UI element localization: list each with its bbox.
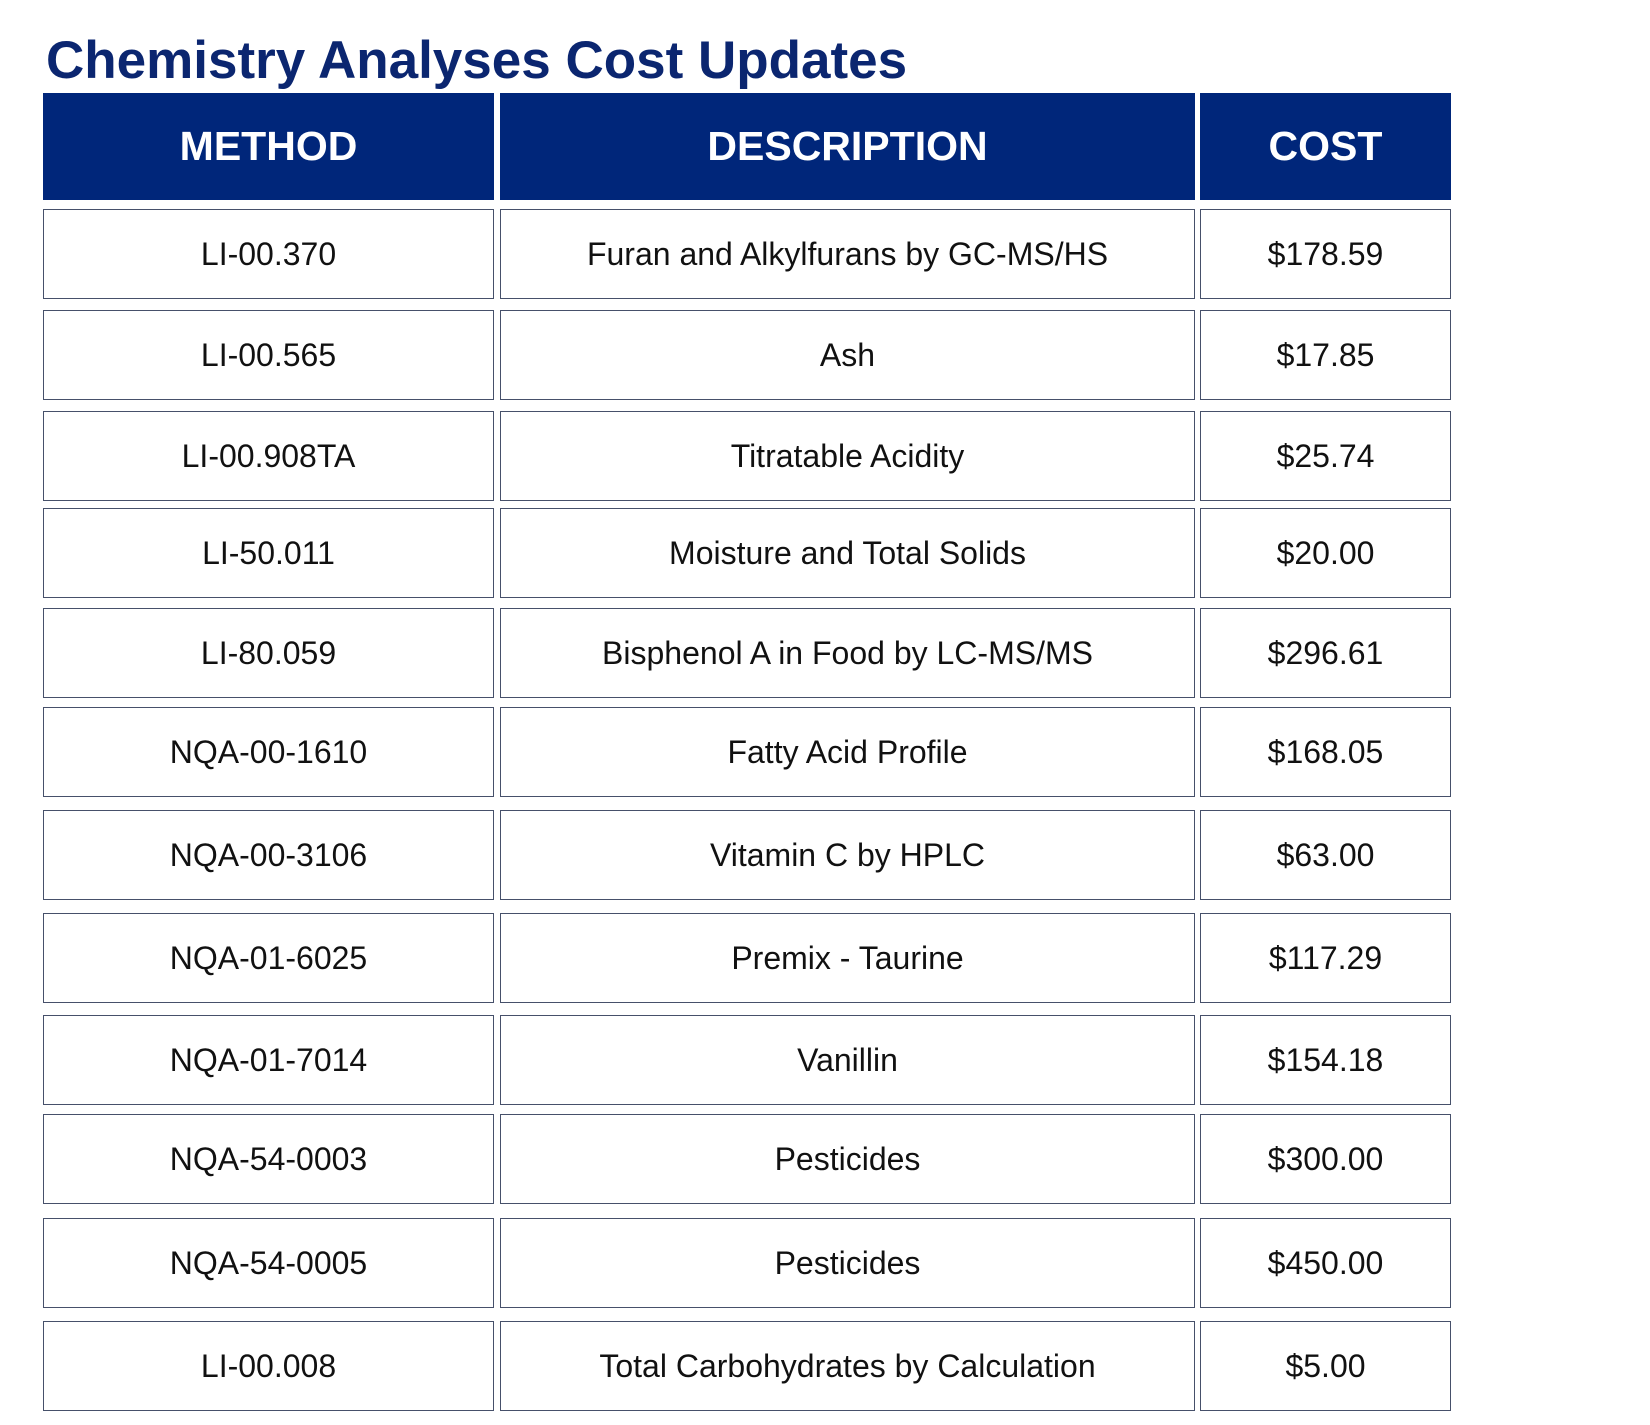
method-cell: NQA-00-3106 [43, 810, 494, 900]
description-cell: Fatty Acid Profile [500, 707, 1195, 797]
cost-cell: $168.05 [1200, 707, 1451, 797]
cost-cell: $117.29 [1200, 913, 1451, 1003]
method-cell: LI-50.011 [43, 508, 494, 598]
description-cell: Vitamin C by HPLC [500, 810, 1195, 900]
cost-cell: $296.61 [1200, 608, 1451, 698]
cost-cell: $450.00 [1200, 1218, 1451, 1308]
method-cell: LI-80.059 [43, 608, 494, 698]
description-cell: Vanillin [500, 1015, 1195, 1105]
cost-cell: $63.00 [1200, 810, 1451, 900]
description-cell: Bisphenol A in Food by LC-MS/MS [500, 608, 1195, 698]
method-cell: NQA-00-1610 [43, 707, 494, 797]
cost-cell: $20.00 [1200, 508, 1451, 598]
method-cell: LI-00.008 [43, 1321, 494, 1411]
method-cell: NQA-01-7014 [43, 1015, 494, 1105]
cost-cell: $300.00 [1200, 1114, 1451, 1204]
description-cell: Pesticides [500, 1218, 1195, 1308]
column-header-cost: COST [1200, 93, 1451, 200]
column-header-method: METHOD [43, 93, 494, 200]
description-cell: Titratable Acidity [500, 411, 1195, 501]
column-header-description: DESCRIPTION [500, 93, 1195, 200]
method-cell: NQA-54-0003 [43, 1114, 494, 1204]
description-cell: Pesticides [500, 1114, 1195, 1204]
description-cell: Total Carbohydrates by Calculation [500, 1321, 1195, 1411]
method-cell: LI-00.565 [43, 310, 494, 400]
cost-cell: $5.00 [1200, 1321, 1451, 1411]
method-cell: NQA-54-0005 [43, 1218, 494, 1308]
description-cell: Furan and Alkylfurans by GC-MS/HS [500, 209, 1195, 299]
description-cell: Premix - Taurine [500, 913, 1195, 1003]
method-cell: NQA-01-6025 [43, 913, 494, 1003]
cost-cell: $154.18 [1200, 1015, 1451, 1105]
cost-cell: $178.59 [1200, 209, 1451, 299]
description-cell: Moisture and Total Solids [500, 508, 1195, 598]
page-title: Chemistry Analyses Cost Updates [46, 31, 908, 90]
cost-cell: $17.85 [1200, 310, 1451, 400]
cost-cell: $25.74 [1200, 411, 1451, 501]
description-cell: Ash [500, 310, 1195, 400]
method-cell: LI-00.370 [43, 209, 494, 299]
method-cell: LI-00.908TA [43, 411, 494, 501]
